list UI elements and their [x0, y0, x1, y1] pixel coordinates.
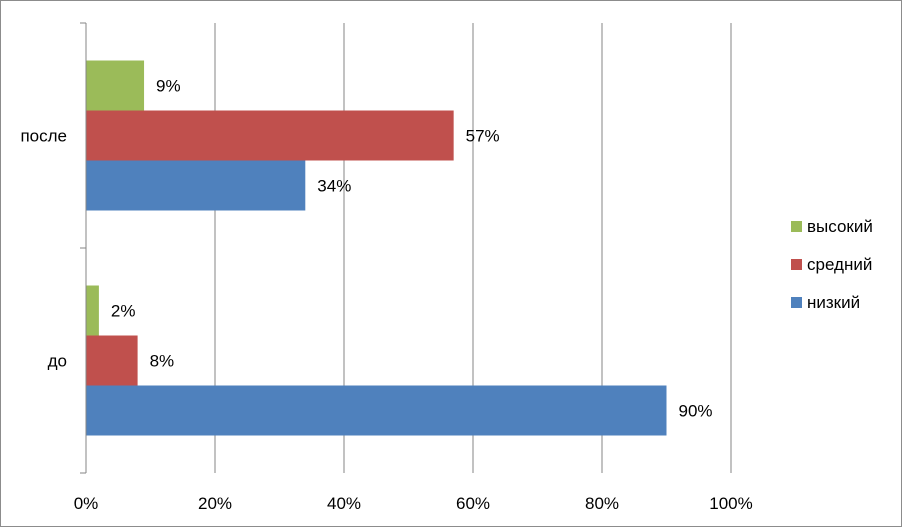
- bar: [86, 335, 138, 386]
- legend: высокий средний низкий: [791, 217, 873, 312]
- x-tick-label: 100%: [709, 494, 752, 513]
- category-label: до: [48, 352, 67, 371]
- x-tick-label: 20%: [198, 494, 232, 513]
- data-label: 90%: [679, 402, 713, 421]
- legend-swatch: [791, 297, 802, 308]
- bar: [86, 60, 145, 111]
- category-label: после: [20, 127, 67, 146]
- bar: [86, 385, 667, 436]
- data-labels: 90% 8% 2% 34% 57% 9%: [111, 77, 713, 421]
- data-label: 34%: [317, 177, 351, 196]
- bar: [86, 110, 454, 161]
- legend-label: высокий: [807, 217, 873, 236]
- x-tick-label: 40%: [327, 494, 361, 513]
- bar: [86, 160, 306, 211]
- axes: 0% 20% 40% 60% 80% 100% до после: [20, 22, 753, 513]
- data-label: 9%: [156, 77, 181, 96]
- x-tick-label: 80%: [585, 494, 619, 513]
- legend-swatch: [791, 221, 802, 232]
- bars: [86, 60, 667, 436]
- data-label: 8%: [150, 352, 175, 371]
- x-tick-label: 60%: [456, 494, 490, 513]
- data-label: 57%: [466, 127, 500, 146]
- legend-label: средний: [807, 255, 872, 274]
- legend-swatch: [791, 259, 802, 270]
- legend-label: низкий: [807, 293, 860, 312]
- bar: [86, 285, 99, 336]
- data-label: 2%: [111, 302, 136, 321]
- x-tick-label: 0%: [74, 494, 99, 513]
